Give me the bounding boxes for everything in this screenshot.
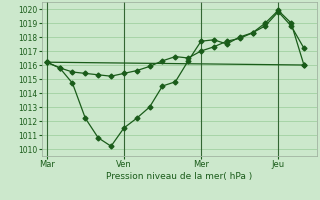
X-axis label: Pression niveau de la mer( hPa ): Pression niveau de la mer( hPa ) — [106, 172, 252, 181]
